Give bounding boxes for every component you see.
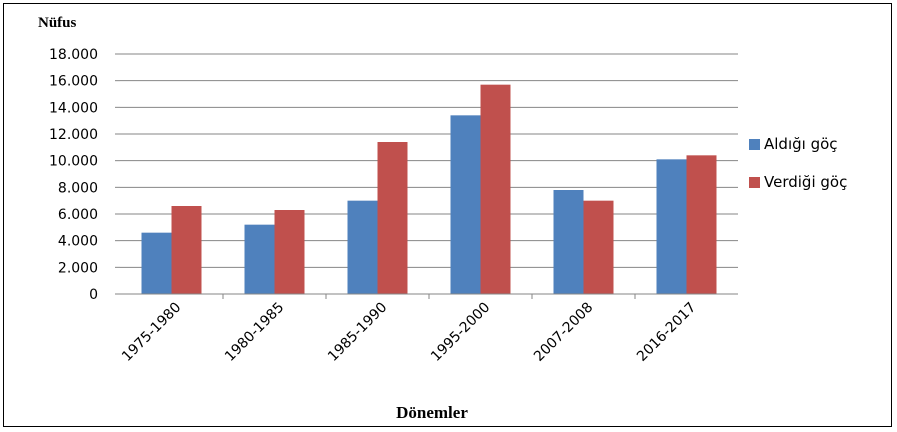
- y-tick-label: 16.000: [49, 74, 98, 90]
- bar-verdigi-1980-1985: [274, 210, 305, 294]
- x-tick-label: 1975-1980: [119, 300, 184, 365]
- y-tick-label: 8.000: [58, 180, 98, 196]
- bar-aldigi-1985-1990: [347, 200, 378, 294]
- y-tick-labels: 0 2.000 4.000 6.000 8.000 10.000 12.000 14.000 1…: [49, 47, 98, 303]
- legend-label: Verdiği göç: [764, 173, 847, 191]
- legend-swatch: [749, 177, 760, 188]
- y-tick-label: 2.000: [58, 260, 98, 276]
- bar-verdigi-2007-2008: [583, 200, 614, 294]
- chart-frame: [3, 3, 892, 427]
- y-tick-label: 10.000: [49, 154, 98, 170]
- bars: [141, 84, 717, 295]
- x-tick-label: 1995-2000: [428, 300, 493, 365]
- x-axis-title: Dönemler: [396, 403, 468, 422]
- bar-verdigi-1985-1990: [377, 142, 408, 294]
- y-tick-label: 0: [89, 287, 98, 303]
- gridlines: [115, 53, 738, 299]
- x-tick-label: 2016-2017: [634, 300, 699, 365]
- bar-aldigi-1975-1980: [141, 232, 172, 294]
- y-tick-label: 14.000: [49, 100, 98, 116]
- bar-verdigi-1975-1980: [171, 206, 202, 294]
- bar-aldigi-2007-2008: [553, 190, 584, 294]
- y-tick-label: 12.000: [49, 127, 98, 143]
- bar-verdigi-1995-2000: [480, 84, 511, 295]
- x-tick-label: 1985-1990: [325, 300, 390, 365]
- x-tick-label: 1980-1985: [222, 300, 287, 365]
- bar-aldigi-1995-2000: [450, 115, 481, 294]
- y-tick-label: 18.000: [49, 47, 98, 63]
- bar-aldigi-2016-2017: [656, 159, 687, 294]
- legend-label: Aldığı göç: [764, 135, 838, 153]
- y-tick-label: 6.000: [58, 207, 98, 223]
- x-tick-label: 2007-2008: [531, 300, 596, 365]
- legend-swatch: [749, 139, 760, 150]
- y-tick-label: 4.000: [58, 234, 98, 250]
- x-tick-labels: 1975-1980 1980-1985 1985-1990 1995-2000 2007…: [119, 300, 699, 365]
- bar-aldigi-1980-1985: [244, 224, 275, 294]
- y-axis-title: Nüfus: [38, 15, 77, 31]
- legend: Aldığı göç Verdiği göç: [749, 135, 847, 191]
- bar-verdigi-2016-2017: [686, 155, 717, 294]
